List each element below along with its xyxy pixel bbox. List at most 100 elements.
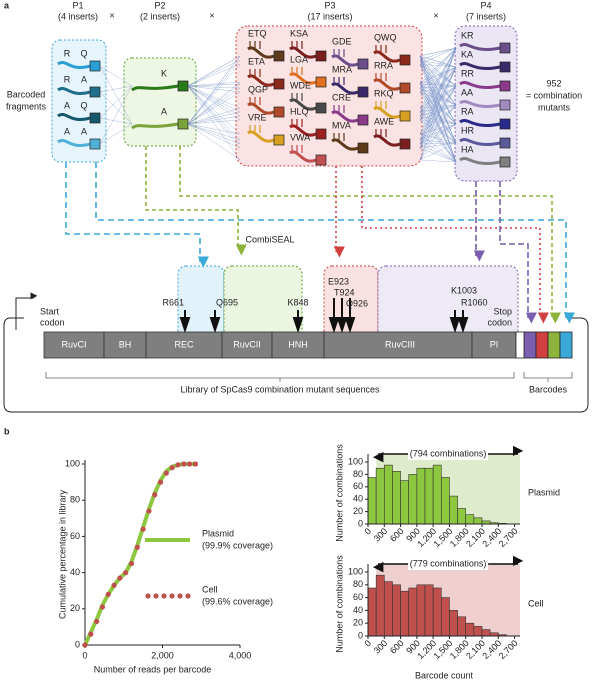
point: [82, 642, 88, 648]
barcode: [357, 114, 369, 126]
bar: [432, 587, 442, 637]
barcode: [177, 80, 189, 92]
fragment: [373, 78, 401, 91]
group-name: P2: [154, 0, 165, 10]
barcode: [357, 142, 369, 154]
bar: [408, 474, 418, 525]
barcode: [399, 110, 411, 122]
total: 952: [546, 78, 561, 88]
point: [117, 575, 123, 581]
domain: [323, 331, 473, 359]
route: [95, 162, 575, 324]
insert-label: WDE: [290, 80, 311, 90]
y-tick-label: 100: [348, 566, 363, 576]
connection: [419, 104, 457, 117]
fragment: [289, 98, 317, 111]
route: [179, 146, 561, 324]
bar: [400, 590, 410, 637]
bar: [367, 477, 377, 525]
routes: [65, 146, 575, 324]
y-tick-label: 60: [353, 592, 363, 602]
connection: [419, 85, 457, 89]
bar: [449, 610, 458, 637]
y-tick-label: 20: [353, 618, 363, 628]
x-tick-label: 300: [372, 526, 390, 544]
mutation-label: E923: [328, 276, 349, 286]
connection: [419, 47, 457, 85]
bar: [424, 584, 434, 637]
domain: [221, 331, 273, 359]
domain: [145, 331, 223, 359]
insert-label: AA: [461, 87, 473, 97]
library-label: Library of SpCas9 combination mutant seq…: [180, 384, 380, 394]
connection: [419, 104, 457, 135]
connection: [419, 47, 457, 89]
bar: [424, 467, 434, 525]
ruvciii-region: [377, 265, 519, 347]
y-axis-label: Number of combinations: [334, 444, 344, 542]
legend-swatch: [161, 593, 167, 599]
fragment: [459, 157, 501, 165]
point: [169, 465, 175, 471]
point: [94, 618, 100, 625]
connection: [419, 87, 457, 163]
connection: [419, 159, 457, 163]
domain: [471, 331, 517, 359]
group-count: (17 inserts): [307, 11, 352, 21]
bar: [392, 470, 401, 525]
connection: [419, 115, 457, 144]
fragment: [459, 138, 501, 146]
connection: [187, 111, 241, 125]
highlight-label-bg: [408, 558, 489, 570]
chart-name: Plasmid: [528, 487, 560, 497]
bar: [367, 587, 377, 637]
connection: [419, 87, 457, 125]
fragment: [289, 124, 317, 137]
insert-label: ETQ: [248, 28, 267, 38]
mutation-arrow: [209, 310, 221, 334]
insert-label: HA: [461, 144, 474, 154]
point: [157, 479, 164, 485]
connection: [99, 85, 133, 119]
bar: [416, 584, 426, 637]
connection: [187, 123, 241, 145]
insert-label: KSA: [290, 28, 308, 38]
domain-label: RuvCII: [233, 339, 261, 349]
insert-label: A: [64, 126, 70, 136]
multiply: ×: [433, 10, 438, 20]
connection: [187, 123, 241, 149]
method: CombiSEAL: [245, 234, 294, 244]
total: mutants: [538, 102, 571, 112]
connection: [419, 66, 457, 145]
barcode: [315, 102, 327, 114]
x-tick-label: 2,000: [151, 650, 174, 660]
connection: [419, 66, 457, 117]
bar: [375, 467, 385, 525]
fragment: [57, 61, 91, 69]
group-name: P3: [324, 0, 335, 10]
connection: [419, 123, 457, 135]
x-tick-label: 0: [82, 650, 87, 660]
barcode: [499, 156, 511, 168]
y-tick-label: 40: [353, 605, 363, 615]
fragment: [459, 100, 501, 108]
legend-coverage: (99.6% coverage): [202, 596, 273, 606]
barcode: [499, 137, 511, 149]
y-tick-label: 60: [70, 531, 80, 541]
insert-label: A: [81, 126, 87, 136]
domain-label: HNH: [288, 339, 308, 349]
bar: [440, 597, 450, 637]
connection: [419, 133, 457, 163]
point: [140, 526, 146, 532]
connection: [419, 91, 457, 163]
bar: [465, 514, 475, 525]
y-tick-label: 80: [353, 579, 363, 589]
barcode: [89, 60, 101, 72]
connection: [187, 63, 241, 125]
bar: [383, 581, 393, 637]
barcode: [315, 128, 327, 140]
mutation-arrow: [344, 298, 356, 334]
legend-swatch: [153, 593, 159, 599]
barcode-block: [559, 331, 573, 359]
mutation-label: Q695: [216, 297, 238, 307]
